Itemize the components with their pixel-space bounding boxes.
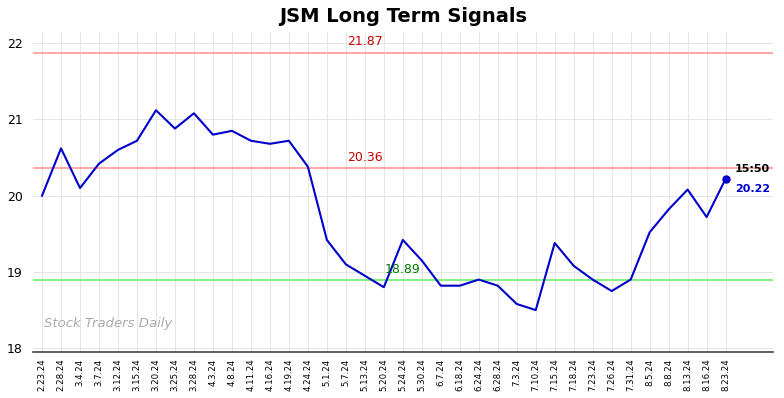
- Text: 18.89: 18.89: [385, 263, 421, 276]
- Text: 20.36: 20.36: [347, 150, 383, 164]
- Text: Stock Traders Daily: Stock Traders Daily: [44, 317, 172, 330]
- Text: 15:50: 15:50: [735, 164, 770, 174]
- Text: 21.87: 21.87: [347, 35, 383, 49]
- Text: 20.22: 20.22: [735, 184, 770, 194]
- Title: JSM Long Term Signals: JSM Long Term Signals: [279, 7, 527, 26]
